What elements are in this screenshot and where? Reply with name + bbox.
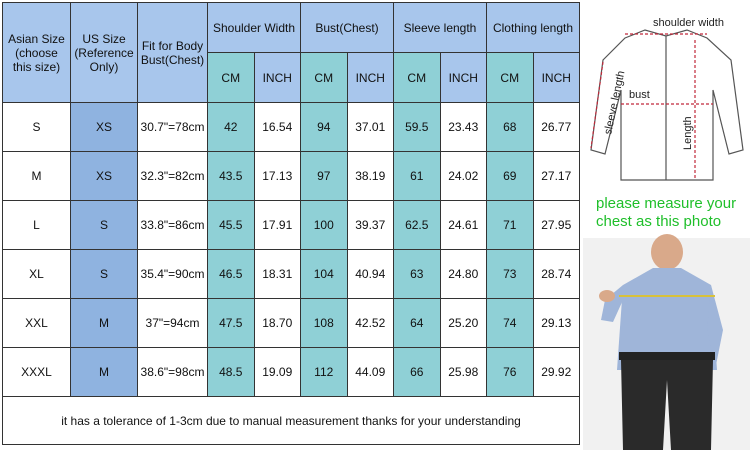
- table-cell: 24.02: [439, 151, 487, 201]
- table-cell: 46.5: [207, 249, 255, 299]
- shirt-outline: [590, 29, 744, 181]
- table-cell: 17.91: [253, 200, 301, 250]
- unit-header: CM: [207, 52, 255, 103]
- table-cell: L: [2, 200, 71, 250]
- table-cell: 71: [486, 200, 534, 250]
- table-cell: 76: [486, 347, 534, 397]
- table-cell: 63: [393, 249, 441, 299]
- table-cell: 42: [207, 102, 255, 152]
- table-cell: S: [2, 102, 71, 152]
- table-cell: 16.54: [253, 102, 301, 152]
- table-cell: 25.20: [439, 298, 487, 348]
- table-cell: 30.7"=78cm: [137, 102, 208, 152]
- table-cell: XS: [70, 102, 138, 152]
- group-header: Shoulder Width: [207, 2, 301, 53]
- table-cell: 19.09: [253, 347, 301, 397]
- column-header: US Size (Reference Only): [70, 2, 138, 103]
- unit-header: INCH: [346, 52, 394, 103]
- table-cell: 100: [300, 200, 348, 250]
- table-cell: 18.31: [253, 249, 301, 299]
- table-cell: 29.92: [532, 347, 580, 397]
- table-cell: 24.80: [439, 249, 487, 299]
- table-cell: XXXL: [2, 347, 71, 397]
- table-cell: 32.3"=82cm: [137, 151, 208, 201]
- table-cell: 97: [300, 151, 348, 201]
- table-cell: 27.95: [532, 200, 580, 250]
- table-cell: 68: [486, 102, 534, 152]
- table-cell: 104: [300, 249, 348, 299]
- footnote: it has a tolerance of 1-3cm due to manua…: [2, 396, 580, 445]
- table-cell: 38.6"=98cm: [137, 347, 208, 397]
- table-cell: 108: [300, 298, 348, 348]
- table-cell: 74: [486, 298, 534, 348]
- table-cell: 29.13: [532, 298, 580, 348]
- table-cell: XXL: [2, 298, 71, 348]
- table-cell: 61: [393, 151, 441, 201]
- table-cell: M: [70, 347, 138, 397]
- group-header: Sleeve length: [393, 2, 487, 53]
- table-cell: 35.4"=90cm: [137, 249, 208, 299]
- sleeve-line: [590, 61, 604, 149]
- unit-header: INCH: [253, 52, 301, 103]
- table-cell: 42.52: [346, 298, 394, 348]
- table-cell: 24.61: [439, 200, 487, 250]
- table-cell: S: [70, 200, 138, 250]
- model-photo: [583, 234, 750, 450]
- column-header: Fit for Body Bust(Chest): [137, 2, 208, 103]
- group-header: Clothing length: [486, 2, 580, 53]
- table-cell: 23.43: [439, 102, 487, 152]
- table-cell: 59.5: [393, 102, 441, 152]
- table-cell: 48.5: [207, 347, 255, 397]
- table-cell: 112: [300, 347, 348, 397]
- bust-label: bust: [629, 89, 650, 101]
- table-cell: 38.19: [346, 151, 394, 201]
- unit-header: CM: [486, 52, 534, 103]
- unit-header: INCH: [439, 52, 487, 103]
- length-label: Length: [682, 116, 694, 150]
- table-cell: 40.94: [346, 249, 394, 299]
- table-cell: 26.77: [532, 102, 580, 152]
- table-cell: 37.01: [346, 102, 394, 152]
- table-cell: 18.70: [253, 298, 301, 348]
- table-cell: S: [70, 249, 138, 299]
- instruction: please measure your chest as this photo: [596, 195, 737, 230]
- table-cell: M: [2, 151, 71, 201]
- table-cell: 47.5: [207, 298, 255, 348]
- size-table: Asian Size (choose this size) US Size (Re…: [2, 2, 580, 445]
- unit-header: INCH: [532, 52, 580, 103]
- table-cell: 73: [486, 249, 534, 299]
- table-cell: 62.5: [393, 200, 441, 250]
- illustration: shoulder width bust sleeve length Length: [583, 17, 750, 450]
- table-cell: XS: [70, 151, 138, 201]
- group-header: Bust(Chest): [300, 2, 394, 53]
- table-cell: 44.09: [346, 347, 394, 397]
- table-cell: 17.13: [253, 151, 301, 201]
- unit-header: CM: [393, 52, 441, 103]
- table-cell: 64: [393, 298, 441, 348]
- table-cell: 27.17: [532, 151, 580, 201]
- unit-header: CM: [300, 52, 348, 103]
- table-cell: 25.98: [439, 347, 487, 397]
- table-cell: 28.74: [532, 249, 580, 299]
- shoulder-label: shoulder width: [653, 17, 724, 29]
- table-cell: 43.5: [207, 151, 255, 201]
- table-cell: 66: [393, 347, 441, 397]
- table-cell: 37"=94cm: [137, 298, 208, 348]
- table-cell: 39.37: [346, 200, 394, 250]
- table-cell: 33.8"=86cm: [137, 200, 208, 250]
- table-cell: 69: [486, 151, 534, 201]
- sleeve-label: sleeve length: [602, 70, 627, 136]
- table-cell: XL: [2, 249, 71, 299]
- table-cell: 94: [300, 102, 348, 152]
- table-cell: M: [70, 298, 138, 348]
- column-header: Asian Size (choose this size): [2, 2, 71, 103]
- table-cell: 45.5: [207, 200, 255, 250]
